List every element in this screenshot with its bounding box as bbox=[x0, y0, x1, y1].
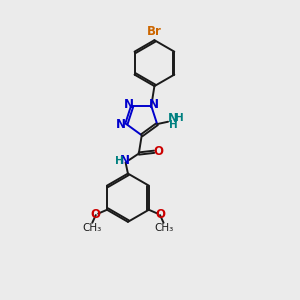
Text: N: N bbox=[168, 112, 178, 125]
Text: N: N bbox=[116, 118, 126, 131]
Text: N: N bbox=[119, 154, 129, 167]
Text: H: H bbox=[169, 120, 177, 130]
Text: Br: Br bbox=[147, 25, 162, 38]
Text: N: N bbox=[124, 98, 134, 111]
Text: H: H bbox=[115, 156, 124, 166]
Text: CH₃: CH₃ bbox=[154, 223, 174, 233]
Text: O: O bbox=[156, 208, 166, 221]
Text: O: O bbox=[153, 145, 163, 158]
Text: N: N bbox=[148, 98, 159, 111]
Text: H: H bbox=[175, 113, 183, 123]
Text: O: O bbox=[90, 208, 100, 221]
Text: CH₃: CH₃ bbox=[82, 223, 101, 233]
